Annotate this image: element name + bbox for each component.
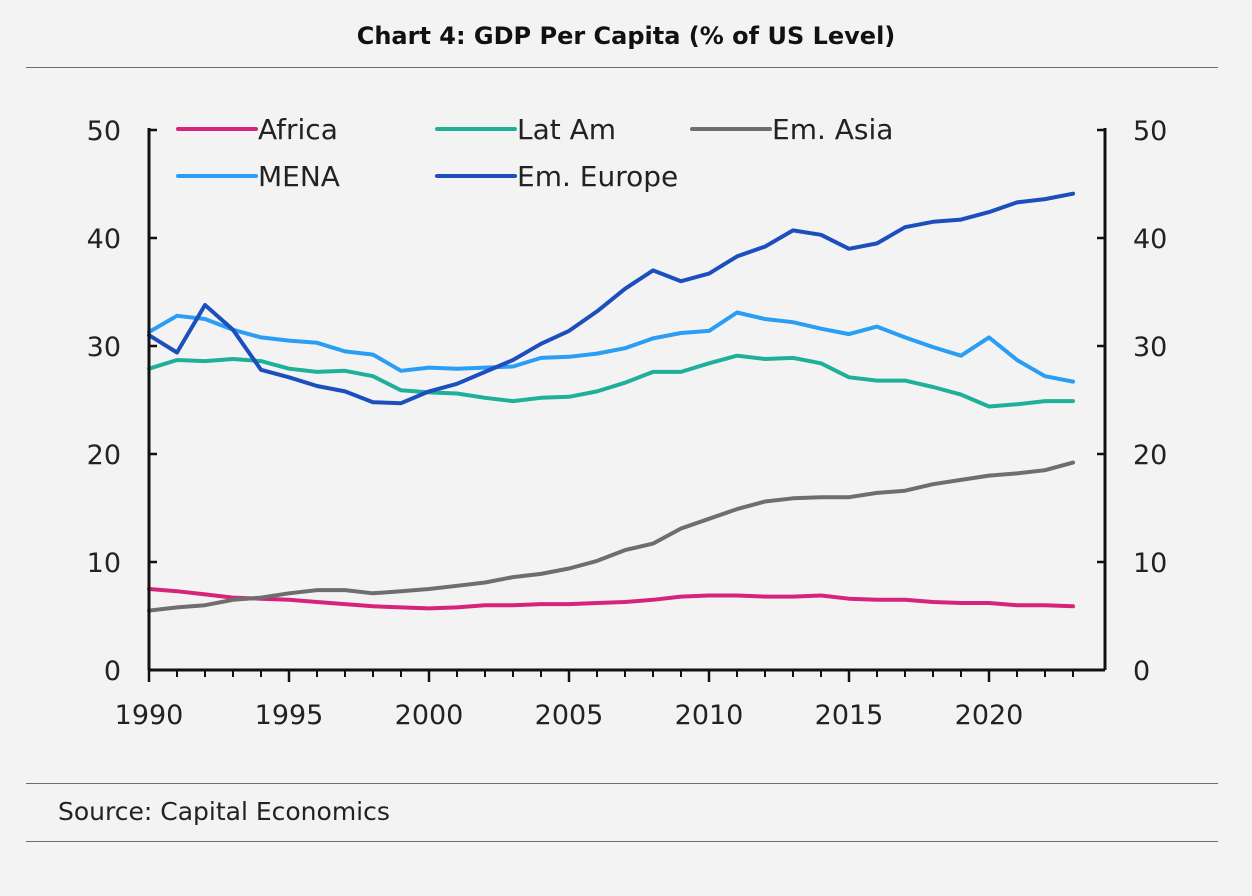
legend-label-africa: Africa — [258, 113, 338, 146]
x-tick-label-1990: 1990 — [115, 700, 184, 731]
series-line-africa — [147, 587, 1075, 611]
y-tick-label-left-10: 10 — [87, 548, 121, 579]
y-tick-label-left-0: 0 — [104, 656, 121, 687]
chart-legend: Africa Lat Am Em. Asia MENA Em. Europe — [176, 113, 893, 193]
y-tick-label-right-40: 40 — [1133, 224, 1167, 255]
x-tick-label-2015: 2015 — [815, 700, 884, 731]
line-chart: Africa Lat Am Em. Asia MENA Em. Europe 0 0 10 1… — [87, 113, 1168, 731]
source-divider-top — [26, 783, 1218, 784]
y-tick-label-left-30: 30 — [87, 332, 121, 363]
series-line-mena — [147, 310, 1075, 384]
source-divider-bottom — [26, 841, 1218, 842]
series-line-em-europe — [147, 191, 1075, 406]
legend-label-em-asia: Em. Asia — [772, 113, 893, 146]
y-tick-label-right-0: 0 — [1133, 656, 1150, 687]
y-tick-label-right-30: 30 — [1133, 332, 1167, 363]
chart-title: Chart 4: GDP Per Capita (% of US Level) — [356, 22, 896, 50]
y-tick-label-right-10: 10 — [1133, 548, 1167, 579]
legend-label-lat-am: Lat Am — [517, 113, 616, 146]
series-lines — [147, 191, 1075, 613]
y-tick-label-left-50: 50 — [87, 116, 121, 147]
y-tick-label-left-40: 40 — [87, 224, 121, 255]
legend-label-mena: MENA — [258, 160, 340, 193]
x-tick-label-2020: 2020 — [955, 700, 1024, 731]
x-tick-label-2000: 2000 — [395, 700, 464, 731]
x-tick-label-2010: 2010 — [675, 700, 744, 731]
series-line-em-asia — [147, 460, 1075, 613]
x-tick-label-2005: 2005 — [535, 700, 604, 731]
source-note: Source: Capital Economics — [58, 797, 390, 826]
x-tick-label-1995: 1995 — [255, 700, 324, 731]
y-tick-label-right-20: 20 — [1133, 440, 1167, 471]
y-tick-label-left-20: 20 — [87, 440, 121, 471]
title-divider — [26, 67, 1218, 68]
legend-label-em-europe: Em. Europe — [517, 160, 678, 193]
series-line-lat-am — [147, 353, 1075, 409]
y-tick-label-right-50: 50 — [1133, 116, 1167, 147]
